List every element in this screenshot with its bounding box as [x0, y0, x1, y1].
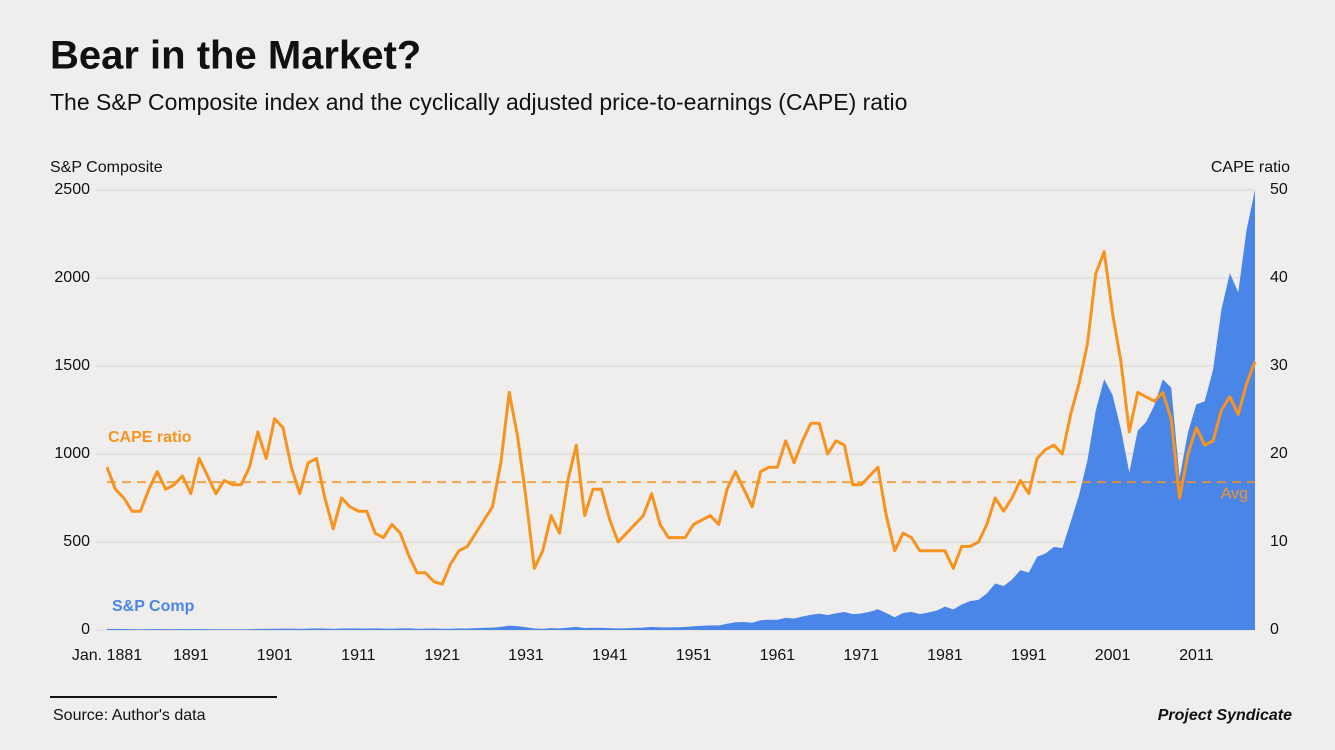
chart-subtitle: The S&P Composite index and the cyclical… — [50, 89, 907, 115]
y-tick-label: 2500 — [54, 181, 90, 198]
x-tick-label: 1911 — [341, 647, 376, 664]
legend-label: S&P Comp — [112, 598, 195, 615]
x-tick-label: Jan. 1881 — [72, 647, 142, 664]
y2-axis-title: CAPE ratio — [1211, 159, 1290, 176]
average-label: Avg — [1221, 485, 1248, 502]
x-tick-label: 2001 — [1095, 647, 1131, 664]
y-tick-label: 500 — [63, 533, 90, 550]
y2-tick-label: 10 — [1270, 533, 1288, 550]
x-tick-label: 1971 — [843, 647, 879, 664]
x-tick-label: 2011 — [1179, 647, 1214, 664]
x-tick-label: 1931 — [508, 647, 544, 664]
chart-title: Bear in the Market? — [50, 34, 421, 78]
legend-label: CAPE ratio — [108, 429, 192, 446]
area — [107, 190, 1255, 630]
y-tick-label: 1500 — [54, 357, 90, 374]
x-tick-label: 1951 — [676, 647, 712, 664]
line — [105, 250, 1257, 586]
source: Source: Author's data — [53, 707, 206, 724]
x-tick-label: 1961 — [760, 647, 796, 664]
x-tick-label: 1941 — [592, 647, 628, 664]
y2-tick-label: 30 — [1270, 357, 1288, 374]
x-tick-label: 1981 — [927, 647, 963, 664]
y2-tick-label: 50 — [1270, 181, 1288, 198]
y2-tick-label: 40 — [1270, 269, 1288, 286]
y2-tick-label: 0 — [1270, 621, 1279, 638]
x-tick-label: 1921 — [424, 647, 460, 664]
y-tick-label: 0 — [81, 621, 90, 638]
publisher: Project Syndicate — [1158, 707, 1292, 724]
x-tick-label: 1901 — [257, 647, 293, 664]
y-tick-label: 1000 — [54, 445, 90, 462]
y-axis-title: S&P Composite — [50, 159, 163, 176]
y-tick-label: 2000 — [54, 269, 90, 286]
x-tick-label: 1891 — [173, 647, 209, 664]
y2-tick-label: 20 — [1270, 445, 1288, 462]
x-tick-label: 1991 — [1011, 647, 1047, 664]
